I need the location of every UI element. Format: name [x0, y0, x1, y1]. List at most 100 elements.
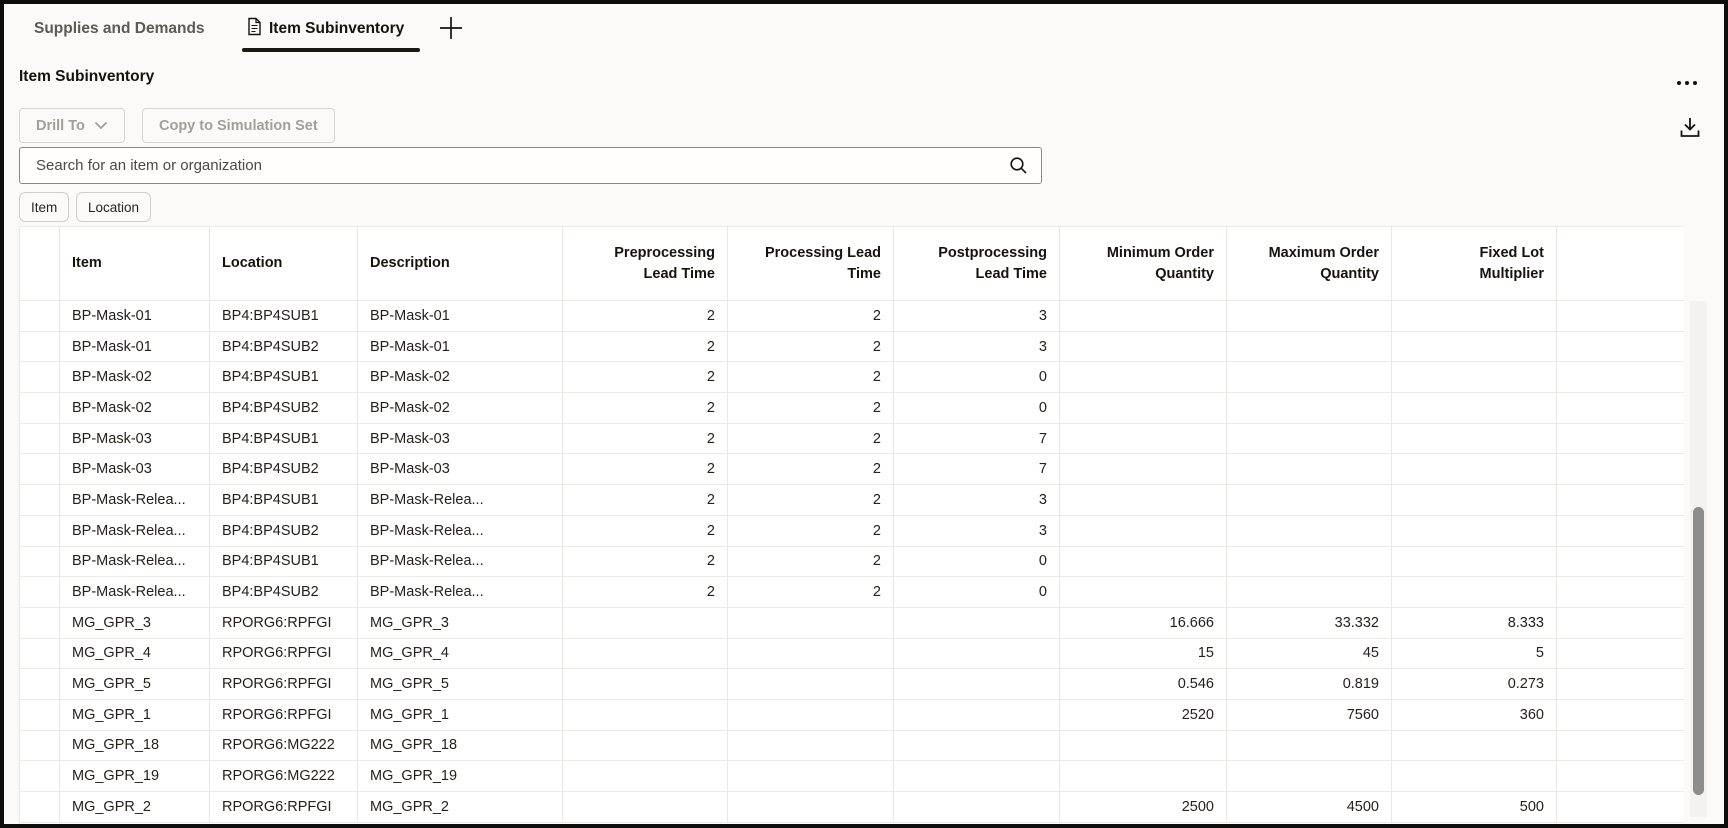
table-row[interactable]: MG_GPR_4 RPORG6:RPFGI MG_GPR_4 15 45 5	[19, 638, 1684, 670]
cell-proc	[727, 791, 894, 823]
cell-min	[1059, 423, 1227, 455]
copy-to-simulation-set-button[interactable]: Copy to Simulation Set	[142, 108, 335, 143]
cell-fixed: 0.273	[1391, 668, 1557, 700]
cell-min	[1059, 331, 1227, 363]
table-row[interactable]: BP-Mask-02 BP4:BP4SUB1 BP-Mask-02 2 2 0	[19, 361, 1684, 394]
cell-description: MG_GPR_18	[357, 730, 563, 762]
cell-fixed	[1391, 484, 1557, 516]
header-filler	[1556, 226, 1684, 301]
item-subinventory-table: Item Location Description Preprocessing …	[19, 226, 1684, 823]
search-input[interactable]	[19, 147, 1042, 184]
filler-cell	[1556, 791, 1684, 823]
cell-description: MG_GPR_1	[357, 699, 563, 731]
search-icon[interactable]	[1008, 155, 1029, 181]
tab-supplies-and-demands[interactable]: Supplies and Demands	[34, 4, 205, 54]
cell-min: 2500	[1059, 791, 1227, 823]
cell-pre: 2	[562, 546, 728, 578]
more-actions-icon[interactable]	[1672, 74, 1702, 92]
chevron-down-icon	[94, 118, 108, 134]
row-select-cell	[19, 546, 60, 578]
column-header-preprocessing-lead-time[interactable]: Preprocessing Lead Time	[562, 226, 728, 301]
cell-post: 3	[893, 331, 1060, 363]
row-select-cell	[19, 300, 60, 332]
cell-fixed	[1391, 361, 1557, 394]
cell-pre	[562, 760, 728, 792]
filter-chip-item[interactable]: Item	[19, 192, 70, 222]
cell-pre	[562, 607, 728, 639]
table-row[interactable]: BP-Mask-03 BP4:BP4SUB1 BP-Mask-03 2 2 7	[19, 423, 1684, 455]
cell-post: 7	[893, 423, 1060, 455]
table-row[interactable]: MG_GPR_5 RPORG6:RPFGI MG_GPR_5 0.546 0.819 0.…	[19, 668, 1684, 700]
cell-pre	[562, 699, 728, 731]
table-row[interactable]: MG_GPR_18 RPORG6:MG222 MG_GPR_18	[19, 730, 1684, 762]
cell-min	[1059, 453, 1227, 486]
cell-min	[1059, 730, 1227, 762]
table-row[interactable]: BP-Mask-01 BP4:BP4SUB2 BP-Mask-01 2 2 3	[19, 331, 1684, 363]
filler-cell	[1556, 300, 1684, 332]
row-select-cell	[19, 668, 60, 700]
cell-description: BP-Mask-02	[357, 361, 563, 394]
table-body: BP-Mask-01 BP4:BP4SUB1 BP-Mask-01 2 2 3 BP-Mas…	[19, 300, 1684, 823]
table-row[interactable]: MG_GPR_3 RPORG6:RPFGI MG_GPR_3 16.666 33.332…	[19, 607, 1684, 639]
active-tab-underline	[242, 48, 420, 52]
tab-item-subinventory[interactable]: Item Subinventory	[247, 4, 404, 54]
row-select-cell	[19, 730, 60, 762]
cell-max: 7560	[1226, 699, 1392, 731]
cell-proc: 2	[727, 392, 894, 424]
cell-post	[893, 699, 1060, 731]
column-header-fixed-lot-multiplier[interactable]: Fixed Lot Multiplier	[1391, 226, 1557, 301]
cell-proc: 2	[727, 515, 894, 547]
cell-post: 3	[893, 300, 1060, 332]
cell-pre: 2	[562, 331, 728, 363]
table-row[interactable]: MG_GPR_1 RPORG6:RPFGI MG_GPR_1 2520 7560 360	[19, 699, 1684, 731]
page-title: Item Subinventory	[19, 68, 155, 85]
table-row[interactable]: BP-Mask-Relea... BP4:BP4SUB1 BP-Mask-Relea…	[19, 484, 1684, 516]
column-header-item[interactable]: Item	[59, 226, 210, 301]
column-header-description[interactable]: Description	[357, 226, 563, 301]
filter-chip-location[interactable]: Location	[76, 192, 152, 222]
table-row[interactable]: MG_GPR_19 RPORG6:MG222 MG_GPR_19	[19, 760, 1684, 792]
drill-to-button[interactable]: Drill To	[19, 108, 125, 143]
chip-label: Location	[88, 199, 140, 215]
cell-fixed	[1391, 760, 1557, 792]
table-row[interactable]: MG_GPR_2 RPORG6:RPFGI MG_GPR_2 2500 4500 500	[19, 791, 1684, 823]
plus-icon	[437, 14, 465, 47]
new-tab-button[interactable]	[436, 15, 466, 45]
table-row[interactable]: BP-Mask-01 BP4:BP4SUB1 BP-Mask-01 2 2 3	[19, 300, 1684, 332]
row-select-cell	[19, 331, 60, 363]
cell-post	[893, 607, 1060, 639]
column-header-postprocessing-lead-time[interactable]: Postprocessing Lead Time	[893, 226, 1060, 301]
cell-max	[1226, 576, 1392, 608]
download-icon[interactable]	[1677, 114, 1703, 140]
column-header-processing-lead-time[interactable]: Processing Lead Time	[727, 226, 894, 301]
cell-post	[893, 760, 1060, 792]
table-row[interactable]: BP-Mask-03 BP4:BP4SUB2 BP-Mask-03 2 2 7	[19, 453, 1684, 486]
cell-item: BP-Mask-03	[59, 453, 210, 486]
cell-item: BP-Mask-Relea...	[59, 546, 210, 578]
table-row[interactable]: BP-Mask-Relea... BP4:BP4SUB2 BP-Mask-Relea…	[19, 515, 1684, 547]
chip-label: Item	[31, 199, 58, 215]
column-header-maximum-order-quantity[interactable]: Maximum Order Quantity	[1226, 226, 1392, 301]
vertical-scrollbar-thumb[interactable]	[1693, 507, 1704, 795]
table-row[interactable]: BP-Mask-Relea... BP4:BP4SUB2 BP-Mask-Relea…	[19, 576, 1684, 608]
cell-fixed	[1391, 331, 1557, 363]
cell-min: 15	[1059, 638, 1227, 670]
filler-cell	[1556, 331, 1684, 363]
cell-max	[1226, 484, 1392, 516]
cell-fixed	[1391, 392, 1557, 424]
table-row[interactable]: BP-Mask-Relea... BP4:BP4SUB1 BP-Mask-Relea…	[19, 546, 1684, 578]
cell-item: MG_GPR_4	[59, 638, 210, 670]
cell-item: MG_GPR_3	[59, 607, 210, 639]
column-header-minimum-order-quantity[interactable]: Minimum Order Quantity	[1059, 226, 1227, 301]
table-row[interactable]: BP-Mask-02 BP4:BP4SUB2 BP-Mask-02 2 2 0	[19, 392, 1684, 424]
cell-proc: 2	[727, 361, 894, 394]
cell-item: BP-Mask-Relea...	[59, 515, 210, 547]
cell-post	[893, 791, 1060, 823]
cell-pre	[562, 668, 728, 700]
vertical-scrollbar-track[interactable]	[1690, 301, 1707, 817]
cell-description: MG_GPR_3	[357, 607, 563, 639]
filler-cell	[1556, 392, 1684, 424]
column-header-location[interactable]: Location	[209, 226, 358, 301]
cell-pre: 2	[562, 453, 728, 486]
cell-location: RPORG6:RPFGI	[209, 638, 358, 670]
